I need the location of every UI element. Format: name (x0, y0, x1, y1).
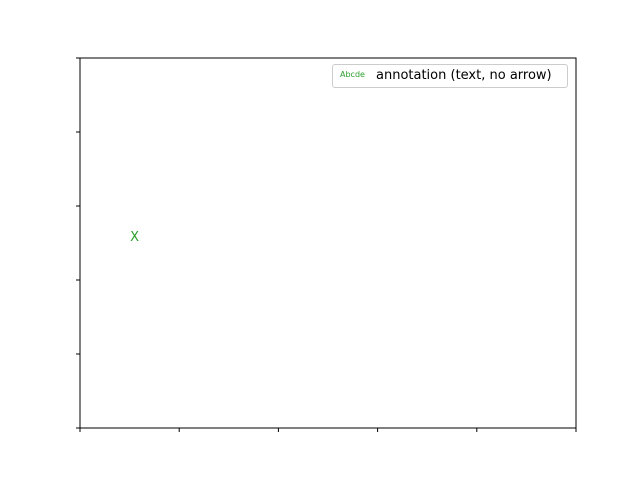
ticks-layer (76, 57, 577, 432)
legend-handle-text: Abcde (340, 70, 365, 79)
annotation-text-0: X (130, 230, 139, 245)
legend: Abcde annotation (text, no arrow) (332, 64, 568, 88)
axes-background (80, 58, 576, 428)
axes-frame (79, 57, 577, 429)
legend-entry-label: annotation (text, no arrow) (376, 68, 552, 83)
annotation-layer: X (130, 230, 139, 245)
